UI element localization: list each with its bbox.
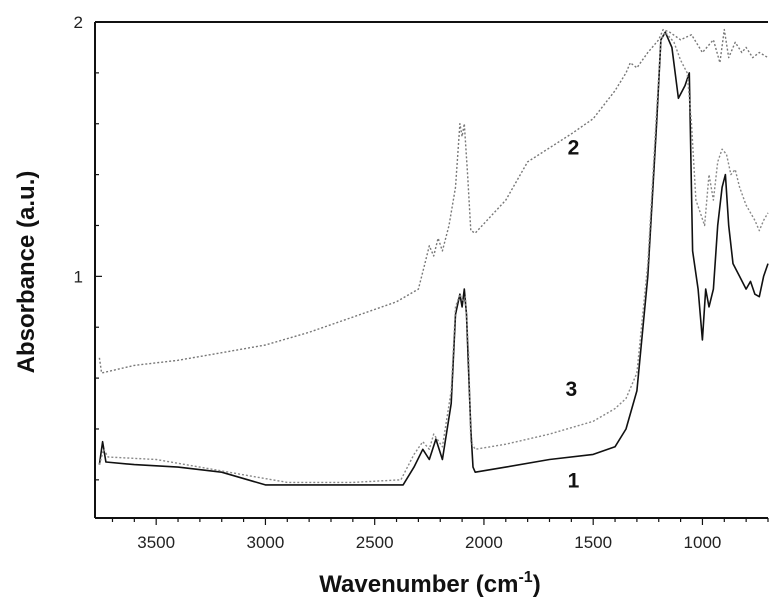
x-tick-label: 2000 xyxy=(465,533,503,552)
y-tick-label: 1 xyxy=(74,267,83,286)
series-label-1: 1 xyxy=(568,469,580,492)
x-axis-title-superscript: -1 xyxy=(518,569,532,586)
x-tick-label: 3500 xyxy=(137,533,175,552)
y-tick-label: 2 xyxy=(74,13,83,32)
series-2-line xyxy=(98,28,769,374)
x-axis-title: Wavenumber (cm-1) xyxy=(319,569,540,598)
series-layer xyxy=(98,28,769,486)
series-label-2: 2 xyxy=(568,136,580,159)
y-axis-title: Absorbance (a.u.) xyxy=(13,171,40,374)
axes-layer: 3500 3000 2500 2000 1500 1000 1 2 xyxy=(74,13,769,552)
x-tick-label: 2500 xyxy=(356,533,394,552)
series-1-line xyxy=(98,31,769,486)
series-3-line xyxy=(98,31,769,484)
series-label-3: 3 xyxy=(566,378,578,401)
x-axis-title-tail: ) xyxy=(533,571,541,598)
x-tick-label: 1000 xyxy=(684,533,722,552)
x-tick-label: 1500 xyxy=(574,533,612,552)
series-labels-layer: 2 3 1 xyxy=(566,136,580,492)
x-tick-label: 3000 xyxy=(247,533,285,552)
x-axis-title-main: Wavenumber (cm xyxy=(319,571,518,598)
